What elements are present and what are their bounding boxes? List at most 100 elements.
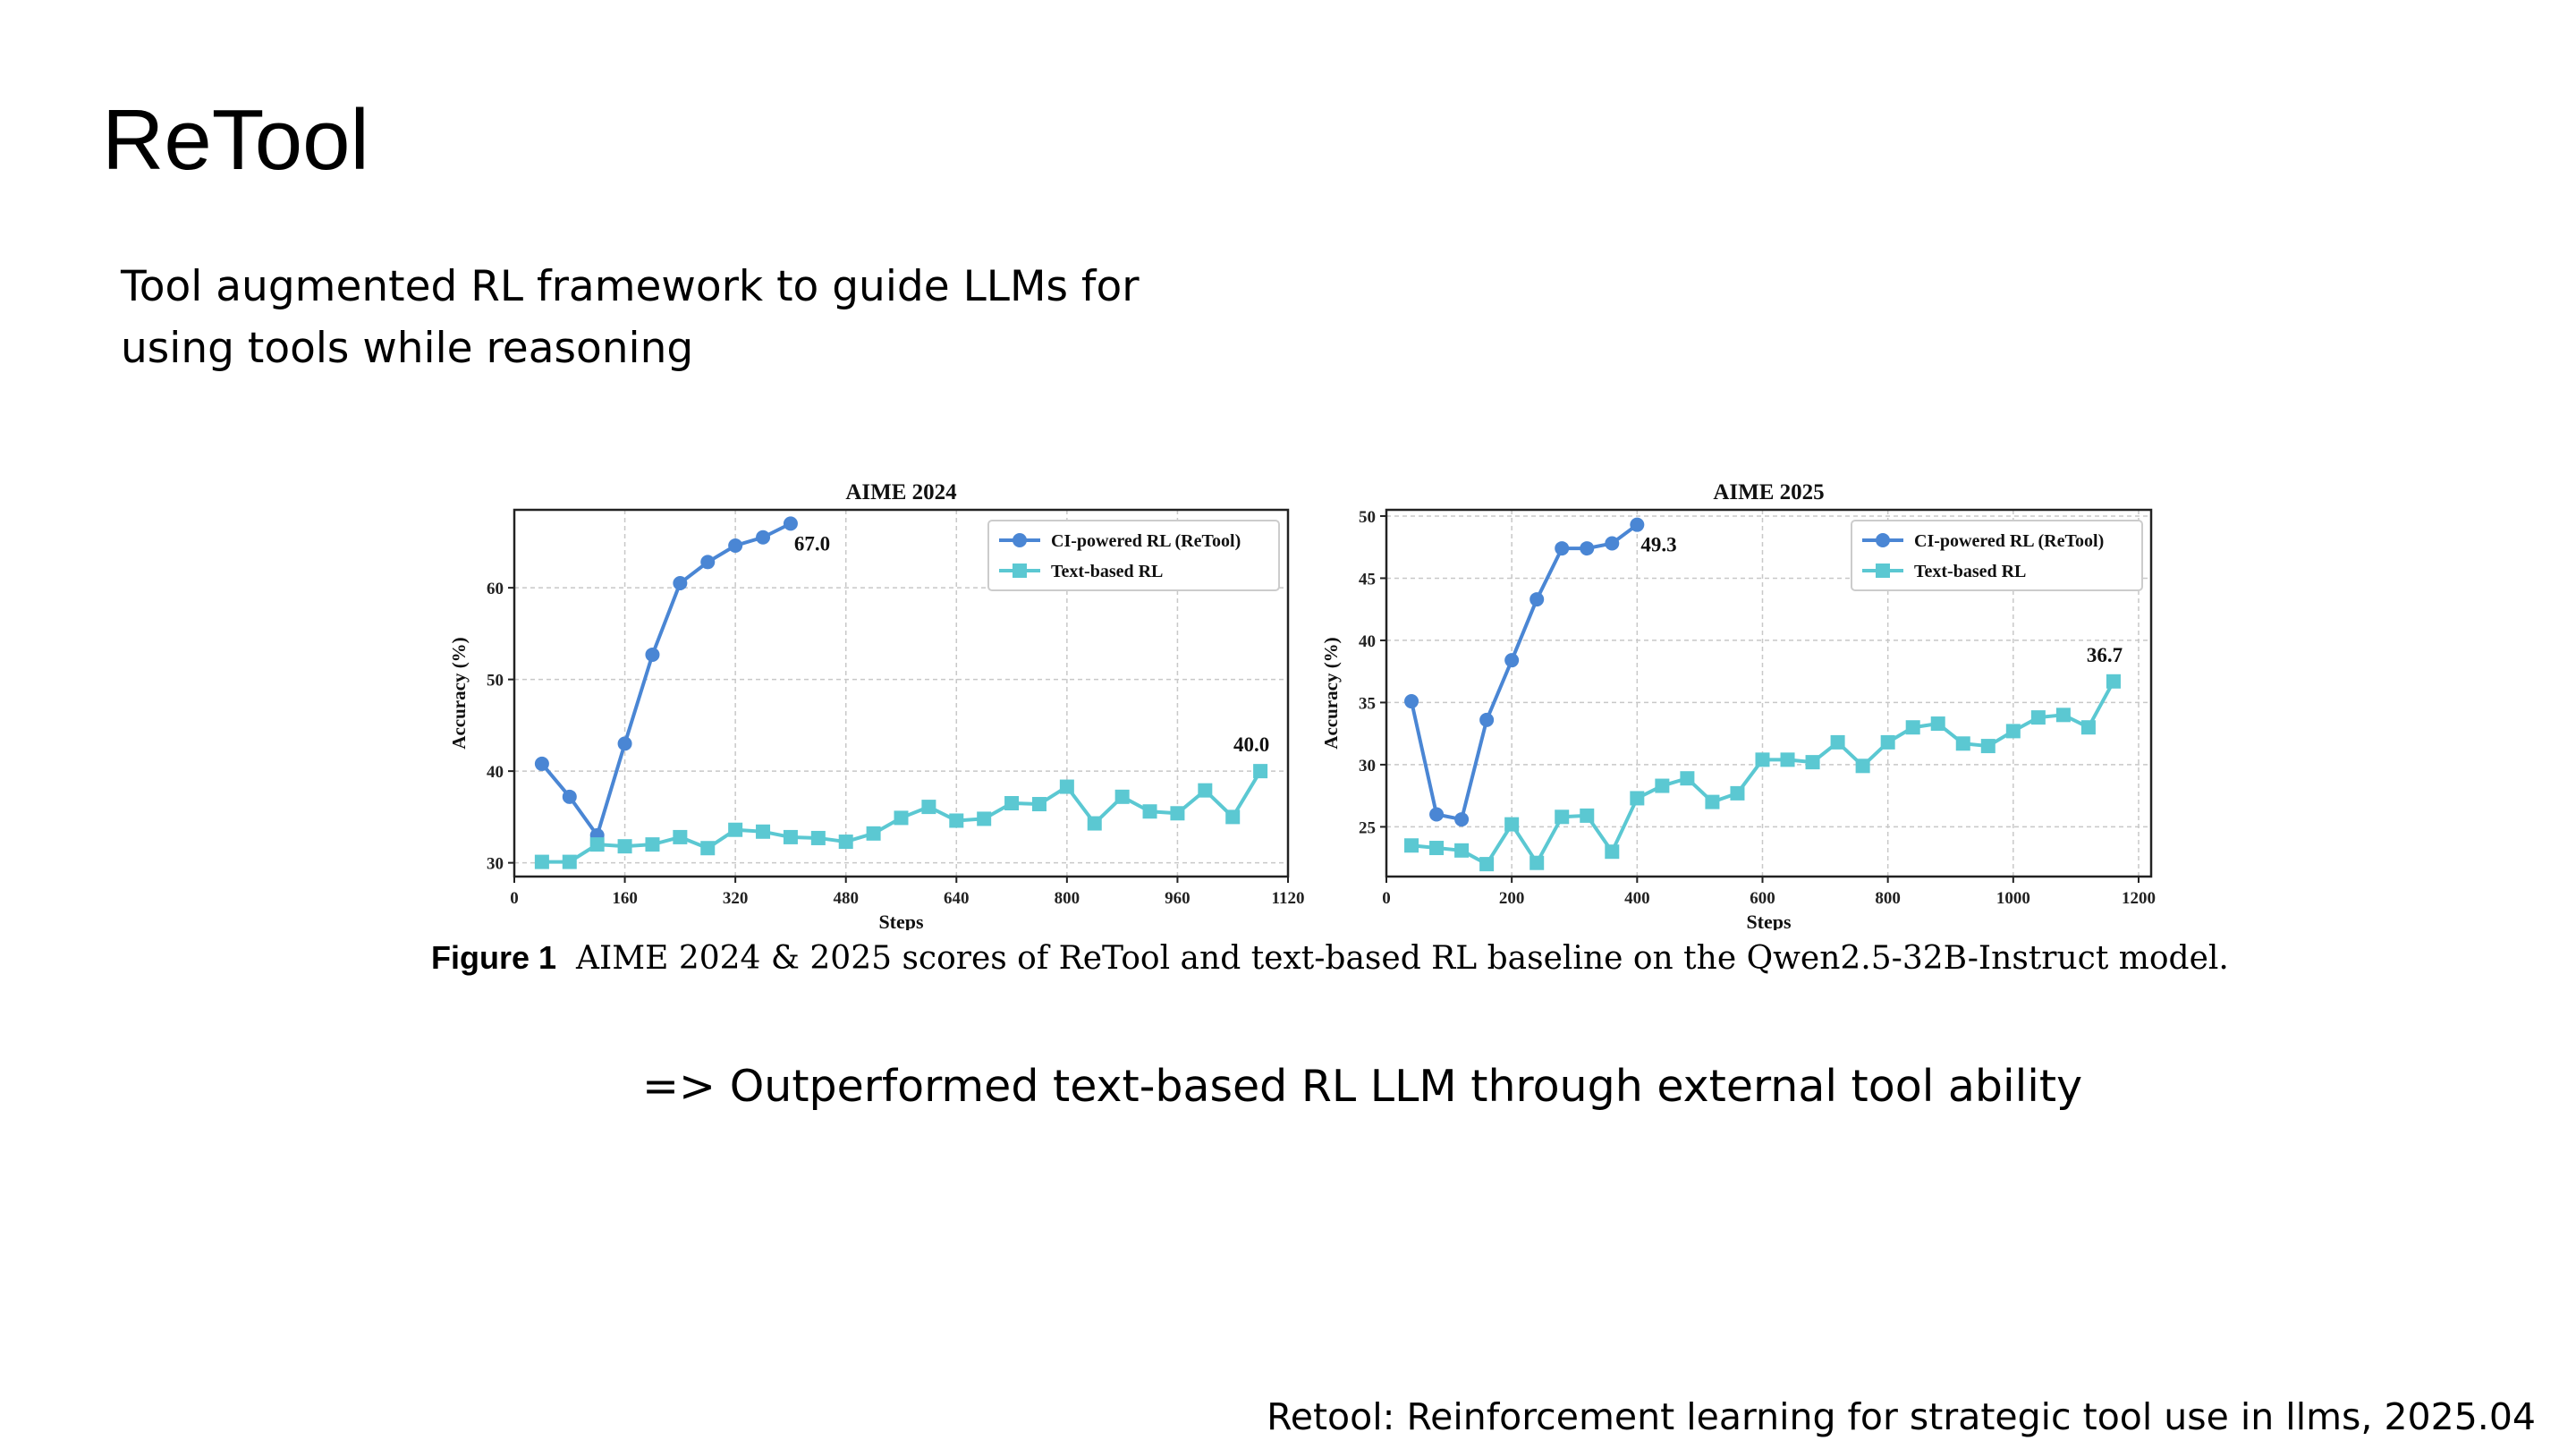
data-point-text-based <box>810 830 826 845</box>
data-point-text-based <box>1780 752 1795 767</box>
data-point-retool <box>1404 694 1419 709</box>
data-point-retool <box>617 736 632 751</box>
data-point-text-based <box>2055 708 2071 723</box>
data-point-text-based <box>756 824 771 839</box>
chart-aime-2025: 0 200 400 600 800 1000 1200 25 30 35 40 45 50 AIME 20… <box>1320 480 2156 930</box>
x-tick-label: 1120 <box>1272 889 1305 908</box>
x-axis-label: Steps <box>1746 911 1792 930</box>
data-point-text-based <box>1805 755 1820 770</box>
data-point-text-based <box>1031 797 1046 812</box>
y-tick-label: 60 <box>487 580 504 598</box>
data-point-retool <box>1555 541 1570 556</box>
data-point-text-based <box>2005 724 2021 739</box>
data-point-retool <box>1479 712 1495 727</box>
chart-title: AIME 2025 <box>1713 480 1824 504</box>
x-tick-label: 200 <box>1499 889 1525 908</box>
data-point-text-based <box>838 835 853 850</box>
x-axis-label: Steps <box>878 911 924 930</box>
data-point-text-based <box>1454 843 1470 858</box>
legend-marker-circle <box>1876 533 1890 547</box>
data-point-retool <box>700 555 716 570</box>
data-point-text-based <box>1730 785 1745 801</box>
end-value-label: 40.0 <box>1233 733 1269 756</box>
data-point-retool <box>1429 807 1445 822</box>
data-point-text-based <box>1930 716 1945 732</box>
legend-marker-circle <box>1013 533 1027 547</box>
data-point-text-based <box>1114 789 1130 804</box>
data-point-retool <box>1605 536 1620 551</box>
series-line-retool <box>540 521 792 837</box>
x-tick-label: 600 <box>1750 889 1775 908</box>
data-point-text-based <box>1705 794 1720 809</box>
legend-label: CI-powered RL (ReTool) <box>1914 531 2104 551</box>
data-point-text-based <box>1680 771 1695 786</box>
data-point-text-based <box>2080 720 2096 735</box>
data-point-retool <box>645 647 660 662</box>
data-point-text-based <box>1855 758 1870 774</box>
data-point-text-based <box>1142 804 1157 819</box>
data-point-text-based <box>1830 734 1845 750</box>
legend-label: CI-powered RL (ReTool) <box>1051 531 1241 551</box>
data-point-retool <box>673 576 688 590</box>
legend-label: Text-based RL <box>1051 562 1163 581</box>
x-tick-label: 1000 <box>1996 889 2030 908</box>
end-value-label: 49.3 <box>1640 534 1676 556</box>
plot-frame <box>1385 508 2153 878</box>
legend-label: Text-based RL <box>1914 562 2026 581</box>
y-tick-label: 30 <box>487 855 504 874</box>
x-tick-label: 160 <box>612 889 638 908</box>
legend-marker-square <box>1876 564 1890 578</box>
data-point-text-based <box>673 829 688 844</box>
data-point-text-based <box>894 810 909 826</box>
data-point-text-based <box>617 839 632 854</box>
citation-text: Retool: Reinforcement learning for strat… <box>1267 1395 2536 1438</box>
data-point-text-based <box>1170 806 1185 821</box>
data-point-retool <box>1454 812 1470 827</box>
series-line-text-based <box>1411 680 2115 867</box>
chart-title: AIME 2024 <box>845 480 957 504</box>
data-point-text-based <box>2030 710 2046 725</box>
data-point-text-based <box>1087 816 1102 831</box>
data-point-text-based <box>700 841 716 856</box>
data-point-text-based <box>1479 857 1495 872</box>
figure-caption: Figure 1 AIME 2024 & 2025 scores of ReToo… <box>431 939 2229 977</box>
y-tick-label: 25 <box>1359 818 1376 837</box>
x-tick-label: 320 <box>723 889 749 908</box>
data-point-text-based <box>1955 736 1970 751</box>
end-value-label: 67.0 <box>794 532 830 555</box>
data-point-text-based <box>2106 674 2121 689</box>
data-point-retool <box>562 789 577 804</box>
data-point-retool <box>1630 517 1645 532</box>
y-tick-label: 30 <box>1359 757 1376 775</box>
data-point-text-based <box>1429 841 1445 856</box>
data-point-text-based <box>562 854 577 869</box>
data-point-text-based <box>977 811 992 826</box>
data-point-text-based <box>645 837 660 852</box>
data-point-text-based <box>1404 838 1419 853</box>
legend-marker-square <box>1013 564 1027 578</box>
data-point-text-based <box>1504 817 1520 832</box>
data-point-text-based <box>1755 752 1770 767</box>
data-point-retool <box>728 538 743 553</box>
data-point-text-based <box>1530 855 1545 870</box>
data-point-text-based <box>1253 764 1268 779</box>
data-point-text-based <box>1605 844 1620 860</box>
data-point-text-based <box>1580 808 1595 823</box>
y-tick-label: 50 <box>1359 508 1376 527</box>
data-point-retool <box>1504 653 1520 668</box>
data-point-text-based <box>1905 720 1920 735</box>
figure-caption-text: AIME 2024 & 2025 scores of ReTool and te… <box>576 940 2229 977</box>
series-line-retool <box>1410 523 1639 822</box>
legend-box <box>987 520 1280 591</box>
x-tick-label: 800 <box>1055 889 1080 908</box>
data-point-text-based <box>921 800 936 815</box>
end-value-label: 36.7 <box>2087 644 2123 666</box>
data-point-text-based <box>1980 739 1996 754</box>
y-tick-label: 45 <box>1359 570 1376 589</box>
figure-caption-label: Figure 1 <box>431 939 557 976</box>
data-point-retool <box>534 756 549 771</box>
x-tick-label: 0 <box>510 889 519 908</box>
x-tick-label: 480 <box>833 889 859 908</box>
y-axis-label: Accuracy (%) <box>448 637 470 749</box>
x-tick-label: 1200 <box>2122 889 2156 908</box>
